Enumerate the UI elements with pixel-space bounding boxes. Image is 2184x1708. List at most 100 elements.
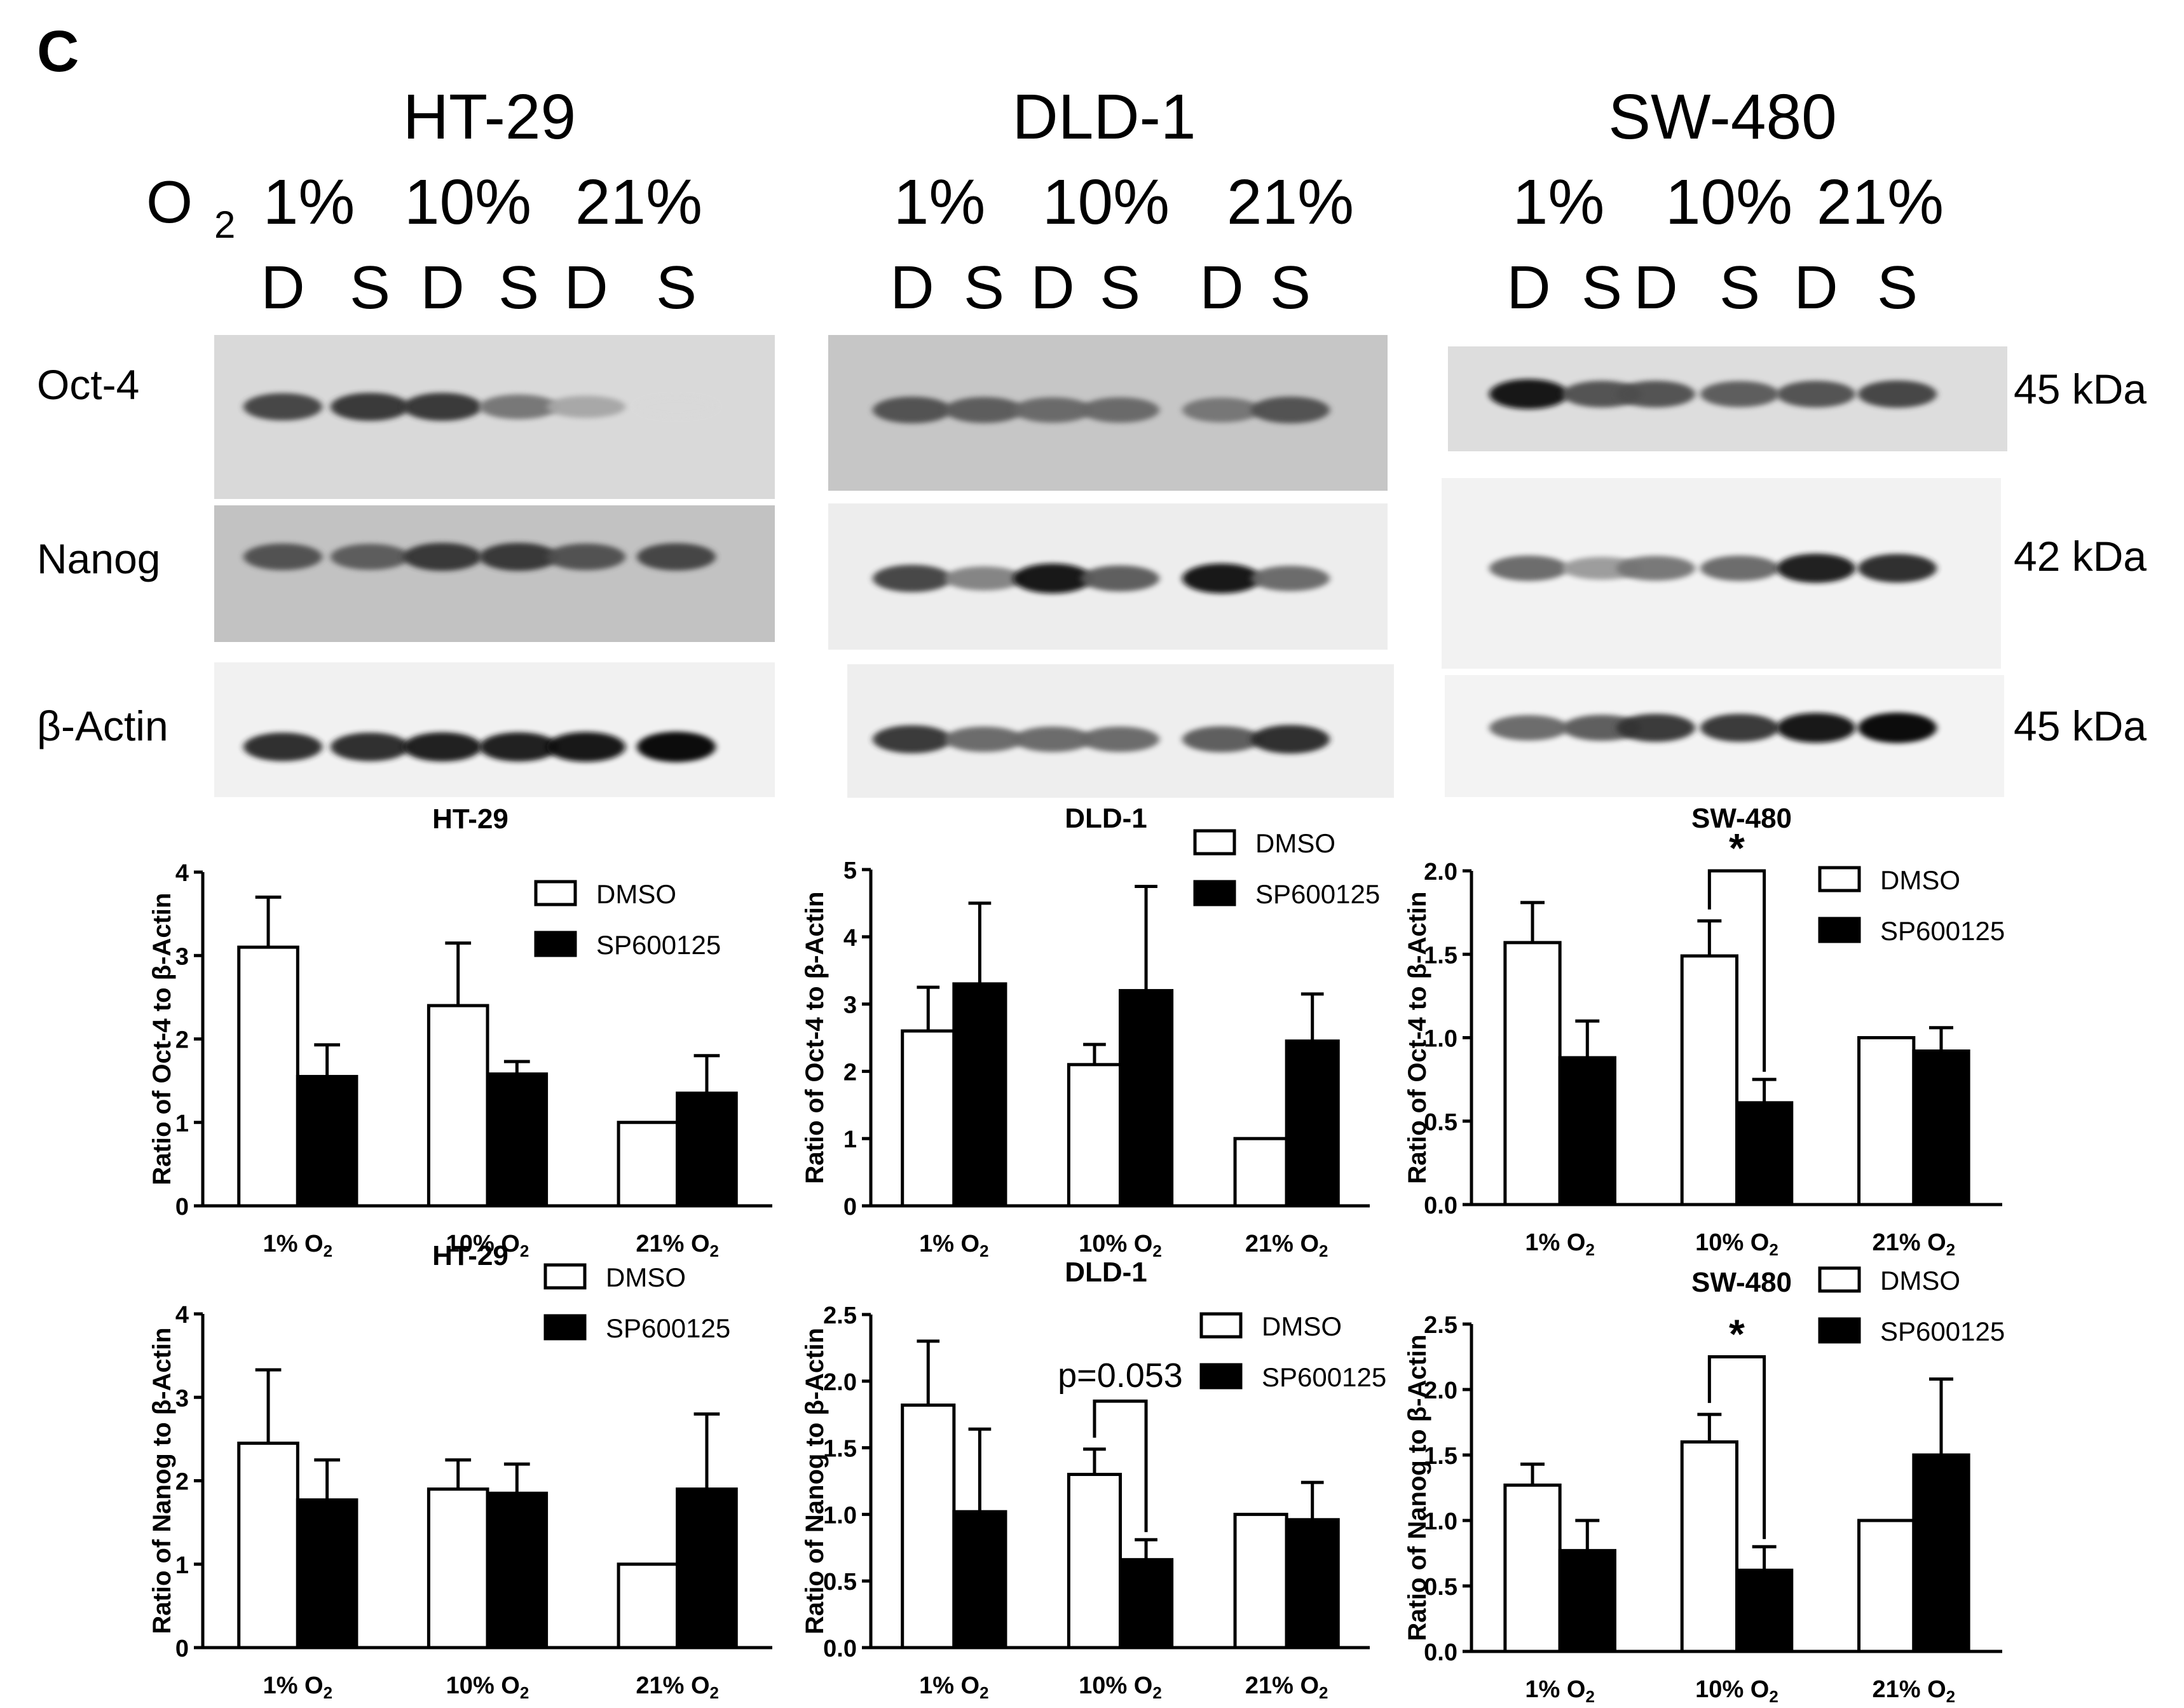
bar [1558, 1056, 1616, 1206]
bar [1119, 1558, 1174, 1650]
blot-band [1777, 713, 1855, 743]
blot-lane-label: D [1794, 254, 1838, 322]
y-tick-label: 0.0 [823, 1636, 857, 1662]
blot-oxygen-level: 21% [575, 167, 702, 238]
blot-band [873, 564, 952, 592]
y-axis-label: Ratio of Oct-4 to β-Actin [148, 893, 176, 1185]
x-tick-subscript: 2 [1319, 1683, 1328, 1702]
legend-label: SP600125 [1262, 1362, 1386, 1392]
blot-band [403, 393, 482, 421]
significance-label: * [1729, 825, 1745, 871]
blot-band [479, 394, 558, 420]
y-tick-label: 2.0 [823, 1369, 857, 1396]
blot-lane-label: D [890, 254, 934, 322]
blot-row-label: β-Actin [37, 702, 168, 749]
y-tick-label: 1.5 [1424, 942, 1457, 969]
blot-band [1858, 380, 1937, 408]
blot-row-label: Nanog [37, 535, 161, 582]
legend-label: DMSO [1262, 1311, 1342, 1341]
bar [237, 1441, 299, 1650]
significance-bracket [1093, 1399, 1148, 1533]
y-tick-label: 1.5 [823, 1436, 857, 1463]
legend-label: SP600125 [1880, 1316, 2005, 1346]
bar-chart: SW-480 0.0 0.5 1.0 1.5 2.0 Ratio of Oct-4 to β… [1403, 803, 2005, 1259]
blot-band [479, 543, 558, 571]
chart-title: HT-29 [432, 1240, 508, 1271]
blot-cellline-title: HT-29 [403, 81, 576, 153]
bar [1233, 1512, 1288, 1650]
blot-lane-label: S [350, 254, 390, 322]
x-tick-label: 10% O2 [1079, 1672, 1162, 1702]
y-tick-label: 1 [175, 1552, 189, 1579]
bar [952, 982, 1007, 1208]
bar [617, 1121, 679, 1208]
blot-band [1013, 563, 1092, 594]
blot-band [243, 393, 322, 421]
blot-kda-label: 45 kDa [2014, 702, 2146, 749]
bar-chart: HT-29 0 1 2 3 4 Ratio of Oct-4 to β-Actin 1% O2… [148, 803, 772, 1261]
legend-swatch [534, 880, 577, 906]
blot-lane-label: D [564, 254, 608, 322]
y-tick-label: 4 [175, 860, 189, 887]
bar [486, 1072, 549, 1208]
y-axis-label: Ratio of Oct-4 to β-Actin [801, 892, 829, 1184]
x-tick-label: 21% O2 [1873, 1676, 1956, 1706]
blot-lane-label: D [420, 254, 464, 322]
blot-cellline-title: DLD-1 [1013, 81, 1196, 153]
y-tick-label: 1 [843, 1126, 857, 1153]
blot-band [1081, 727, 1159, 752]
y-axis-label: Ratio of Nanog to β-Actin [148, 1327, 176, 1634]
chart-title: SW-480 [1691, 1267, 1792, 1298]
x-tick-label: 21% O2 [636, 1231, 719, 1261]
blot-band [873, 397, 952, 423]
y-tick-label: 0 [175, 1636, 189, 1662]
x-tick-subscript: 2 [1585, 1687, 1594, 1706]
y-tick-label: 1.0 [1424, 1026, 1457, 1053]
legend-swatch [1818, 866, 1861, 892]
blot-band [403, 732, 482, 762]
legend-swatch [1193, 829, 1236, 856]
blot-band [1616, 381, 1695, 407]
oxygen-label: O [146, 168, 193, 235]
panel-label: C [37, 19, 79, 84]
x-tick-subscript: 2 [520, 1683, 529, 1702]
bar [237, 945, 299, 1208]
bar [1503, 1483, 1562, 1653]
blot-oxygen-level: 1% [894, 167, 986, 238]
y-tick-label: 2 [843, 1059, 857, 1086]
blot-band [331, 732, 409, 762]
y-tick-label: 1.5 [1424, 1443, 1457, 1470]
blot-oxygen-level: 1% [1513, 167, 1605, 238]
x-tick-subscript: 2 [1946, 1687, 1955, 1706]
bar [676, 1487, 738, 1650]
blot-band [331, 543, 409, 570]
blot-band [1616, 714, 1695, 742]
y-tick-label: 2.0 [1424, 859, 1457, 885]
legend-swatch [1199, 1312, 1243, 1339]
bar [1735, 1568, 1794, 1653]
blot-lane-label: S [498, 254, 539, 322]
blot-panel [214, 662, 775, 797]
blot-band [1251, 397, 1330, 423]
blot-oxygen-level: 1% [263, 167, 355, 238]
bar [427, 1004, 489, 1208]
blot-band [1182, 397, 1261, 423]
legend-label: SP600125 [606, 1313, 730, 1343]
bar [1857, 1036, 1916, 1206]
blot-band [1489, 715, 1568, 741]
x-tick-subscript: 2 [1585, 1240, 1594, 1259]
blot-oxygen-level: 10% [1665, 167, 1792, 238]
legend-label: DMSO [1255, 828, 1335, 858]
blot-band [243, 732, 322, 762]
x-tick-subscript: 2 [979, 1241, 988, 1261]
bar [901, 1029, 956, 1208]
blot-oxygen-level: 21% [1817, 167, 1944, 238]
chart-title: HT-29 [432, 803, 508, 835]
blot-band [1700, 714, 1779, 742]
y-tick-label: 4 [175, 1302, 189, 1329]
x-tick-subscript: 2 [1319, 1241, 1328, 1261]
legend-swatch [543, 1314, 587, 1341]
